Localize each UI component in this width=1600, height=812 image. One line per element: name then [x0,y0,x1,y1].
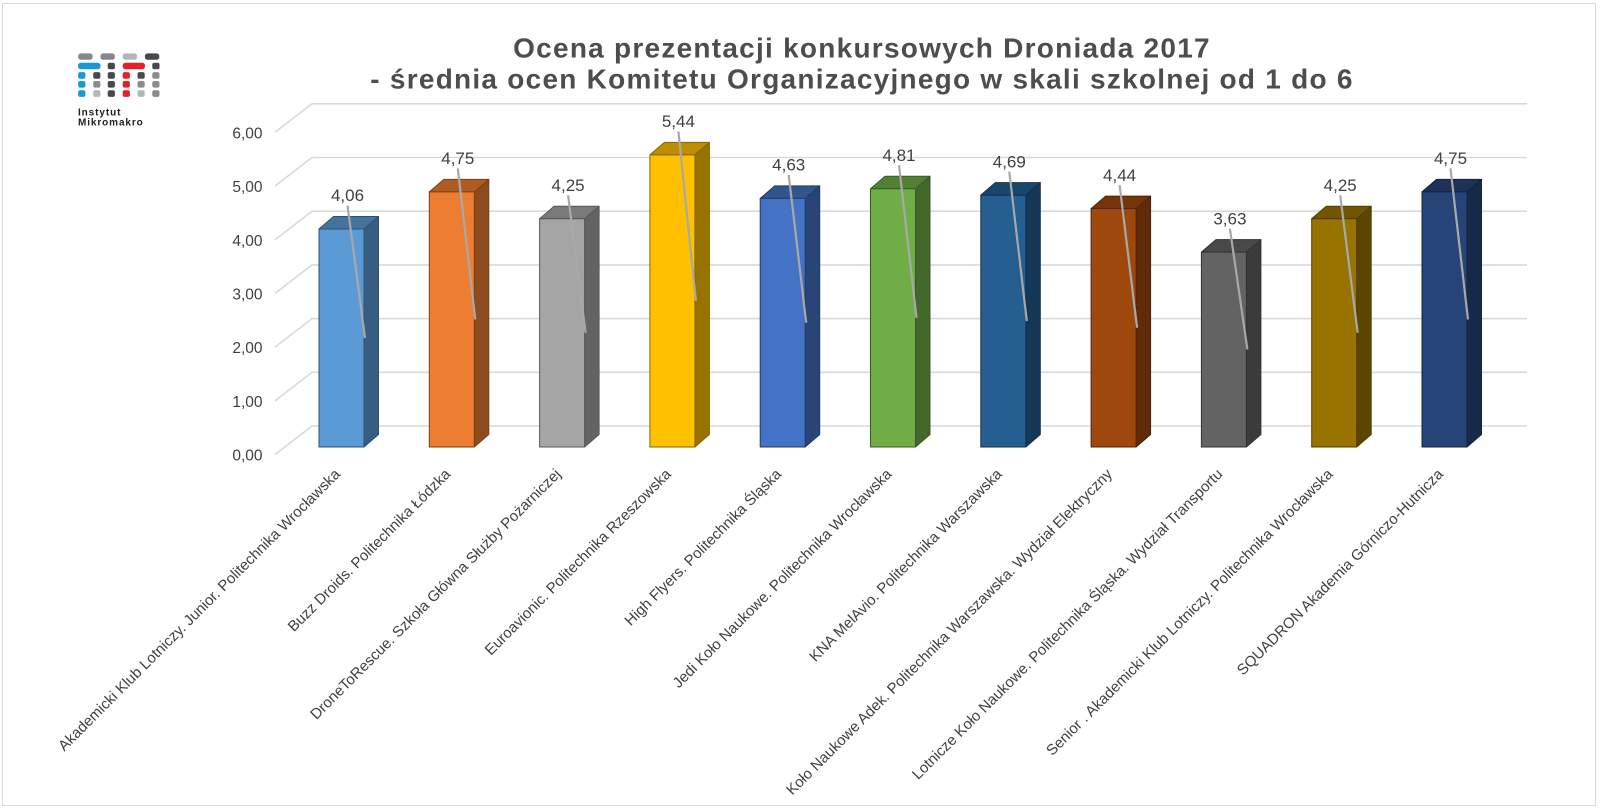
svg-text:4,81: 4,81 [882,146,915,165]
svg-text:3,00: 3,00 [232,287,263,304]
svg-text:4,69: 4,69 [993,152,1026,171]
svg-text:1,00: 1,00 [232,394,263,411]
svg-text:3,63: 3,63 [1213,209,1246,228]
svg-text:4,06: 4,06 [331,186,364,205]
svg-text:0,00: 0,00 [232,448,263,465]
svg-text:4,44: 4,44 [1103,166,1136,185]
svg-text:2,00: 2,00 [232,340,263,357]
svg-text:Instytut: Instytut [78,108,121,119]
svg-text:Ocena prezentacji konkursowych: Ocena prezentacji konkursowych Droniada … [513,33,1211,64]
svg-text:4,25: 4,25 [552,176,585,195]
svg-text:5,44: 5,44 [662,112,695,131]
svg-text:Mikromakro: Mikromakro [78,117,144,128]
svg-text:5,00: 5,00 [232,179,263,196]
svg-text:- średnia ocen Komitetu Organi: - średnia ocen Komitetu Organizacyjnego … [370,64,1353,95]
svg-text:6,00: 6,00 [232,125,263,142]
svg-text:4,63: 4,63 [772,156,805,175]
svg-text:4,00: 4,00 [232,233,263,250]
svg-text:4,75: 4,75 [441,149,474,168]
svg-text:4,25: 4,25 [1324,176,1357,195]
svg-text:4,75: 4,75 [1434,149,1467,168]
